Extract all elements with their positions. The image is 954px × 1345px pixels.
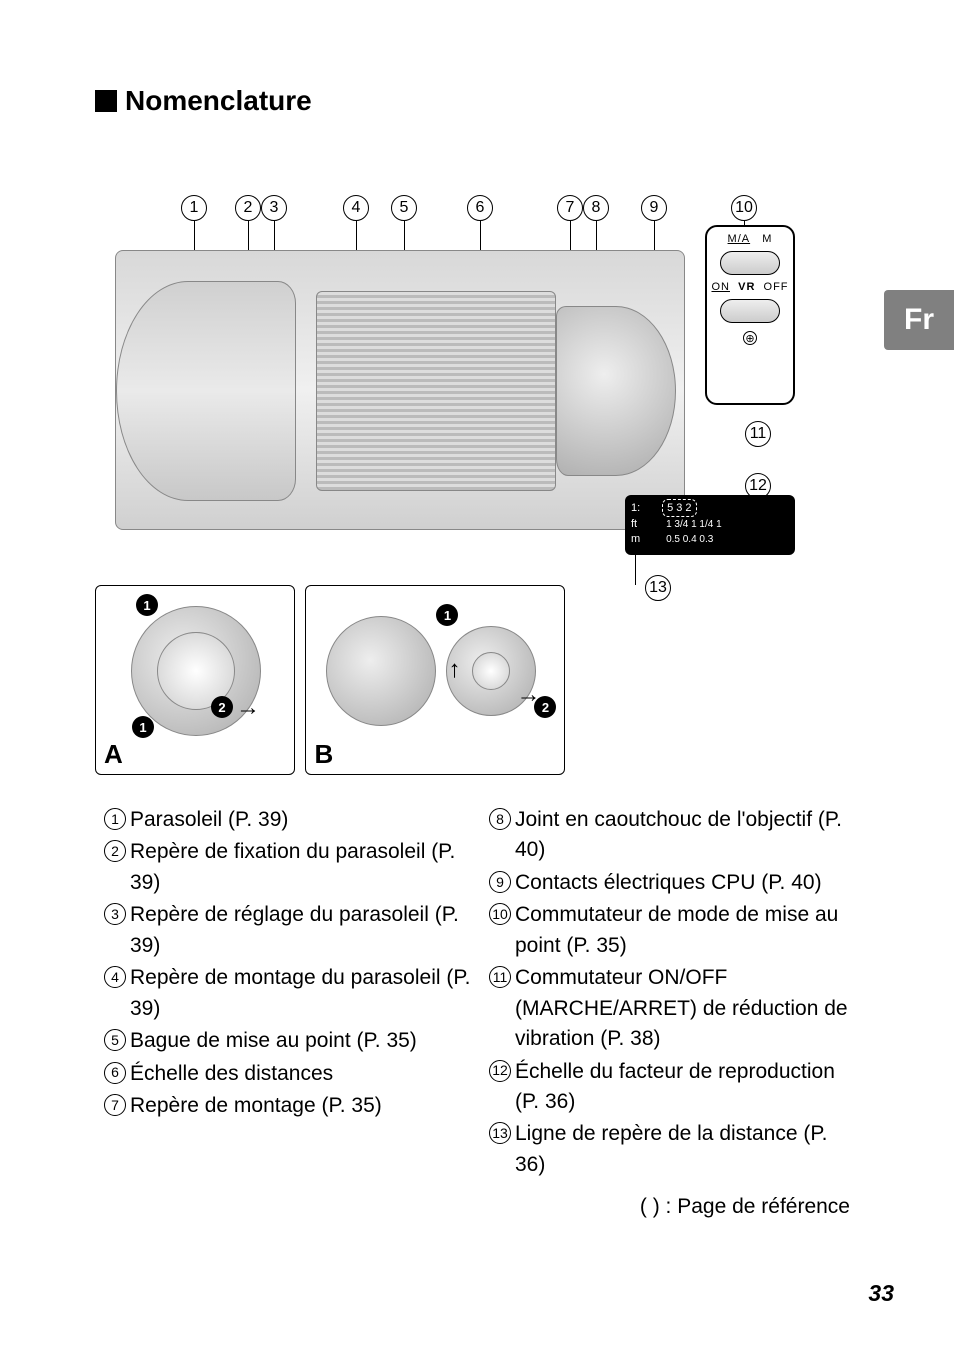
callout-11: 11: [745, 421, 771, 447]
callout-10: 10: [731, 195, 757, 221]
callout-6: 6: [467, 195, 493, 221]
focus-mode-switch-icon: [720, 251, 780, 275]
ratio-values: 5 3 2: [662, 499, 696, 517]
sub-figure-b: 1 2 ↑ → B: [305, 585, 565, 775]
legend-item-text: Échelle des distances: [130, 1059, 475, 1089]
callout-2: 2: [235, 195, 261, 221]
subfig-tag-1b: 1: [132, 716, 154, 738]
legend-item: 8Joint en caoutchouc de l'objectif (P. 4…: [485, 805, 860, 866]
sub-figures: 1 1 2 → A 1 2 ↑ → B: [95, 585, 571, 775]
callout-row: 1 2 3 4 5 6 7 8 9 10: [95, 195, 795, 235]
legend-item: 6Échelle des distances: [100, 1059, 475, 1089]
legend-item-text: Repère de réglage du parasoleil (P. 39): [130, 900, 475, 961]
legend-item: 3Repère de réglage du parasoleil (P. 39): [100, 900, 475, 961]
legend-item-number: 6: [100, 1059, 130, 1089]
vr-switch-icon: [720, 299, 780, 323]
ft-unit: ft: [631, 517, 645, 531]
callout-3: 3: [261, 195, 287, 221]
legend-item-text: Ligne de repère de la distance (P. 36): [515, 1119, 860, 1180]
callout-8: 8: [583, 195, 609, 221]
vr-label: ON VR OFF: [707, 281, 793, 293]
legend-item-number: 7: [100, 1091, 130, 1121]
legend-item-text: Parasoleil (P. 39): [130, 805, 475, 835]
legend-item: 12Échelle du facteur de reproduction (P.…: [485, 1057, 860, 1118]
lens-mount-shape: [556, 306, 676, 476]
legend-footnote: ( ) : Page de référence: [100, 1192, 860, 1222]
legend-item-number: 4: [100, 963, 130, 1024]
lens-barrel-shape: [316, 291, 556, 491]
heading-bullet-icon: [95, 90, 117, 112]
language-tab-label: Fr: [904, 303, 934, 337]
switch-panel-inset: M/A M ON VR OFF ⊕: [705, 225, 795, 405]
nomenclature-diagram: 1 2 3 4 5 6 7 8 9 10 M/A M ON VR OFF: [95, 195, 795, 785]
legend-item-number: 12: [485, 1057, 515, 1118]
callout-13: 13: [645, 575, 671, 601]
legend-item: 9Contacts électriques CPU (P. 40): [485, 868, 860, 898]
legend-item-text: Échelle du facteur de reproduction (P. 3…: [515, 1057, 860, 1118]
legend-item-number: 9: [485, 868, 515, 898]
subfig-b-label: B: [314, 739, 333, 770]
focus-mode-label: M/A M: [707, 233, 793, 245]
legend-item-number: 3: [100, 900, 130, 961]
legend-item-number: 13: [485, 1119, 515, 1180]
language-tab: Fr: [884, 290, 954, 350]
legend-item-text: Bague de mise au point (P. 35): [130, 1026, 475, 1056]
legend-item: 11Commutateur ON/OFF (MARCHE/ARRET) de r…: [485, 963, 860, 1054]
legend-item: 5Bague de mise au point (P. 35): [100, 1026, 475, 1056]
distance-scale-inset: 1: 5 3 2 ft 1 3/4 1 1/4 1 m 0.5 0.4 0.3: [625, 495, 795, 555]
legend-item: 1Parasoleil (P. 39): [100, 805, 475, 835]
legend-item-text: Commutateur ON/OFF (MARCHE/ARRET) de réd…: [515, 963, 860, 1054]
legend-item: 7Repère de montage (P. 35): [100, 1091, 475, 1121]
leader-line: [635, 555, 636, 585]
section-heading: Nomenclature: [95, 85, 312, 117]
lens-rear-icon: [326, 616, 436, 726]
arrow-icon: →: [236, 694, 260, 722]
legend-item-text: Contacts électriques CPU (P. 40): [515, 868, 860, 898]
screw-icon: ⊕: [707, 331, 793, 345]
legend-item-number: 5: [100, 1026, 130, 1056]
lens-hood-shape: [116, 281, 296, 501]
nomenclature-legend: 1Parasoleil (P. 39)2Repère de fixation d…: [100, 805, 860, 1223]
callout-5: 5: [391, 195, 417, 221]
arrow-up-icon: ↑: [448, 656, 460, 684]
legend-item: 13Ligne de repère de la distance (P. 36): [485, 1119, 860, 1180]
legend-item-number: 8: [485, 805, 515, 866]
legend-item-text: Repère de montage (P. 35): [130, 1091, 475, 1121]
subfig-tag-2: 2: [211, 696, 233, 718]
legend-item: 2Repère de fixation du parasoleil (P. 39…: [100, 837, 475, 898]
m-unit: m: [631, 532, 645, 546]
legend-item-text: Commutateur de mode de mise au point (P.…: [515, 900, 860, 961]
subfig-a-label: A: [104, 739, 123, 770]
legend-item-number: 1: [100, 805, 130, 835]
heading-text: Nomenclature: [125, 85, 312, 117]
sub-figure-a: 1 1 2 → A: [95, 585, 295, 775]
legend-item-text: Joint en caoutchouc de l'objectif (P. 40…: [515, 805, 860, 866]
legend-item: 4Repère de montage du parasoleil (P. 39): [100, 963, 475, 1024]
legend-item: 10Commutateur de mode de mise au point (…: [485, 900, 860, 961]
m-values: 0.5 0.4 0.3: [666, 534, 713, 545]
callout-7: 7: [557, 195, 583, 221]
subfig-b-tag-1: 1: [436, 604, 458, 626]
legend-item-number: 10: [485, 900, 515, 961]
lens-illustration: [115, 250, 685, 530]
ratio-unit: 1:: [631, 501, 645, 515]
callout-9: 9: [641, 195, 667, 221]
legend-col-right: 8Joint en caoutchouc de l'objectif (P. 4…: [485, 805, 860, 1182]
legend-col-left: 1Parasoleil (P. 39)2Repère de fixation d…: [100, 805, 475, 1182]
callout-4: 4: [343, 195, 369, 221]
subfig-tag-1: 1: [136, 594, 158, 616]
legend-item-text: Repère de fixation du parasoleil (P. 39): [130, 837, 475, 898]
legend-item-number: 2: [100, 837, 130, 898]
callout-1: 1: [181, 195, 207, 221]
ft-values: 1 3/4 1 1/4 1: [666, 519, 722, 530]
legend-item-number: 11: [485, 963, 515, 1054]
page-number: 33: [868, 1280, 894, 1307]
legend-item-text: Repère de montage du parasoleil (P. 39): [130, 963, 475, 1024]
arrow-right-icon: →: [516, 681, 540, 709]
